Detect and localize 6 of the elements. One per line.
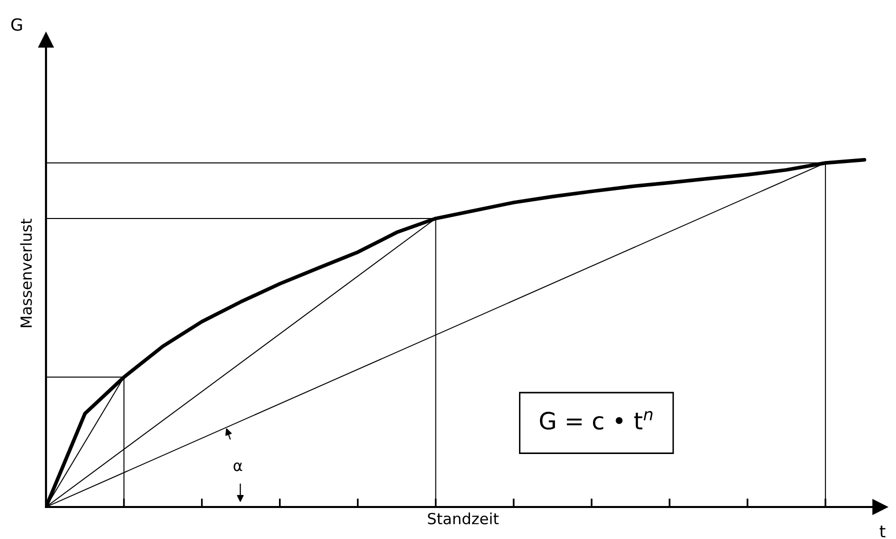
text: t (880, 526, 886, 538)
y-axis-title: Massenverlust (20, 218, 32, 328)
text: G (11, 18, 22, 31)
annotation: α (234, 462, 242, 472)
x-axis-title: Standzeit (428, 512, 499, 524)
annotation: G = c • t$^{n}$ (540, 411, 652, 430)
